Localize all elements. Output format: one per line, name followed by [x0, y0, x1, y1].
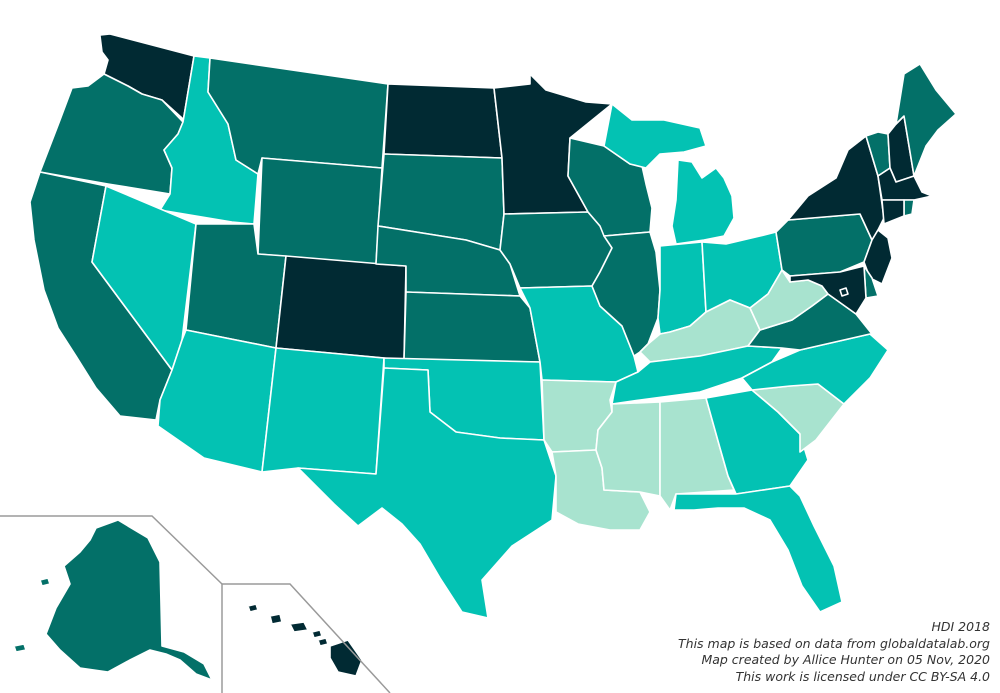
state-hawaii[interactable]: [247, 603, 363, 677]
state-new-mexico[interactable]: [261, 347, 385, 475]
state-pennsylvania[interactable]: [775, 213, 873, 277]
alaska-inset-frame: [0, 515, 223, 585]
state-florida[interactable]: [673, 485, 843, 613]
state-connecticut[interactable]: [881, 199, 905, 225]
state-illinois[interactable]: [591, 231, 661, 357]
states-layer: [13, 33, 957, 681]
state-alaska[interactable]: [13, 519, 213, 681]
inset-frames: [0, 515, 391, 693]
caption-license: This work is licensed under CC BY-SA 4.0: [735, 668, 990, 684]
state-wyoming[interactable]: [257, 157, 383, 265]
caption-source: This map is based on data from globaldat…: [678, 635, 990, 651]
state-maine[interactable]: [895, 63, 957, 177]
state-michigan[interactable]: [603, 103, 735, 245]
state-iowa[interactable]: [499, 211, 613, 289]
state-district-of-columbia[interactable]: [839, 287, 849, 297]
state-maryland[interactable]: [789, 265, 867, 315]
state-colorado[interactable]: [275, 255, 407, 361]
map-caption: HDI 2018 This map is based on data from …: [678, 619, 990, 685]
caption-title: HDI 2018: [931, 619, 991, 634]
state-montana[interactable]: [207, 57, 389, 175]
state-north-carolina[interactable]: [741, 333, 889, 405]
caption-author: Map created by Allice Hunter on 05 Nov, …: [701, 652, 990, 667]
state-rhode-island[interactable]: [903, 199, 915, 217]
state-north-dakota[interactable]: [383, 83, 503, 159]
hawaii-inset-frame-top: [222, 583, 391, 693]
state-new-jersey[interactable]: [863, 229, 893, 285]
state-minnesota[interactable]: [493, 73, 613, 215]
state-kansas[interactable]: [403, 291, 541, 363]
state-texas[interactable]: [297, 367, 557, 619]
